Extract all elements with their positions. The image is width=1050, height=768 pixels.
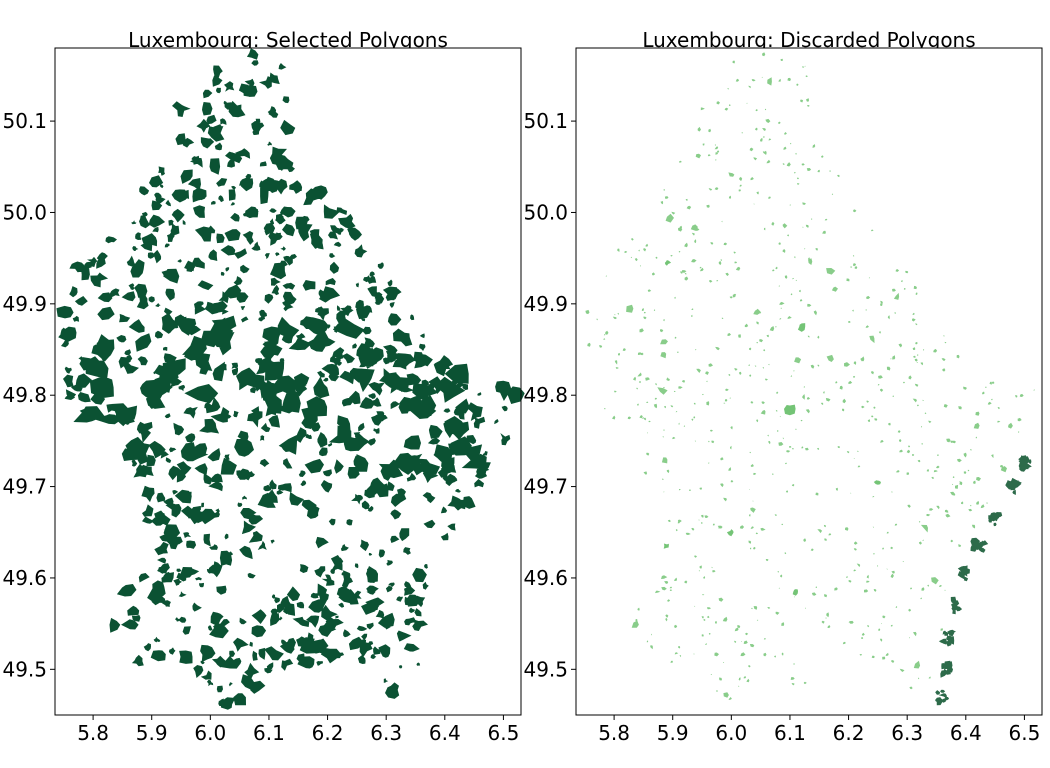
x-tick-label: 6.3 (891, 721, 923, 745)
x-tick-label: 6.3 (370, 721, 402, 745)
x-tick-label: 6.4 (429, 721, 461, 745)
y-tick-label: 49.5 (523, 657, 568, 681)
selected-polygons-panel: Luxembourg: Selected Polygons 5.8 5.9 6.0 6… (2, 28, 525, 745)
x-tick-label: 6.4 (950, 721, 982, 745)
x-tick-label: 5.8 (598, 721, 630, 745)
discarded-polygons-panel: Luxembourg: Discarded Polygons 5.8 5.9 6.0… (523, 28, 1043, 745)
axes-frame-discarded (575, 47, 1043, 716)
x-tick-label: 6.5 (1009, 721, 1041, 745)
x-tick-label: 6.2 (833, 721, 865, 745)
x-axis-discarded: 5.8 5.9 6.0 6.1 6.2 6.3 6.4 6.5 (598, 715, 1040, 745)
x-tick-label: 5.9 (136, 721, 168, 745)
y-tick-label: 50.1 (523, 109, 568, 133)
y-tick-label: 50.0 (2, 200, 47, 224)
plot-area-discarded (576, 48, 1042, 715)
x-tick-label: 6.0 (194, 721, 226, 745)
axes-frame-selected (54, 47, 522, 716)
y-tick-label: 50.1 (2, 109, 47, 133)
x-tick-label: 6.2 (312, 721, 344, 745)
y-axis-selected: 49.5 49.6 49.7 49.8 49.9 50.0 50.1 (2, 109, 55, 681)
y-tick-label: 49.6 (2, 566, 47, 590)
x-axis-selected: 5.8 5.9 6.0 6.1 6.2 6.3 6.4 6.5 (77, 715, 519, 745)
y-tick-label: 49.7 (523, 475, 568, 499)
selected-polygons (56, 48, 525, 710)
selected-polygon-set (56, 48, 525, 710)
y-tick-label: 49.8 (2, 383, 47, 407)
y-tick-label: 50.0 (523, 200, 568, 224)
x-tick-label: 6.5 (488, 721, 520, 745)
x-tick-label: 6.1 (774, 721, 806, 745)
y-tick-label: 49.7 (2, 475, 47, 499)
x-tick-label: 6.0 (715, 721, 747, 745)
y-tick-label: 49.5 (2, 657, 47, 681)
y-tick-label: 49.8 (523, 383, 568, 407)
y-tick-label: 49.9 (2, 292, 47, 316)
x-tick-label: 6.1 (253, 721, 285, 745)
y-tick-label: 49.6 (523, 566, 568, 590)
x-tick-label: 5.9 (657, 721, 689, 745)
y-axis-discarded: 49.5 49.6 49.7 49.8 49.9 50.0 50.1 (523, 109, 576, 681)
x-tick-label: 5.8 (77, 721, 109, 745)
y-tick-label: 49.9 (523, 292, 568, 316)
